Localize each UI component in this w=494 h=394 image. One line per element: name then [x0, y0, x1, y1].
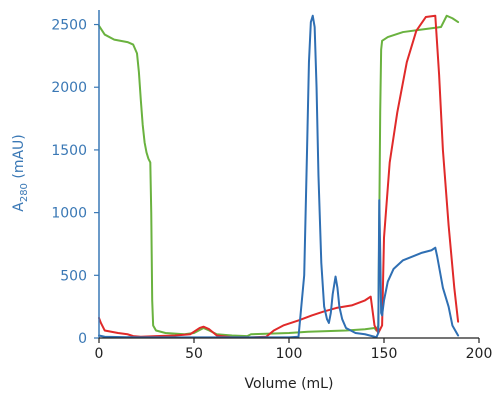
y-axis-title: A280 (mAU)	[11, 134, 30, 212]
x-tick-label-0: 0	[95, 346, 104, 362]
series-line-1	[98, 14, 460, 338]
series-line-3	[98, 14, 460, 339]
labels-layer: 0 500 1000 1500 2000 2500 0 50 100 150 200 Volume (…	[11, 18, 492, 392]
y-tick-label-2000: 2000	[51, 80, 87, 96]
x-axis-title: Volume (mL)	[245, 376, 334, 392]
x-tick-label-50: 50	[185, 346, 203, 362]
series-line-2	[98, 14, 460, 339]
y-tick-label-2500: 2500	[51, 18, 87, 34]
y-axis-title-prefix: A	[11, 202, 27, 212]
x-tick-label-200: 200	[466, 346, 493, 362]
y-tick-label-500: 500	[60, 268, 87, 284]
x-tick-label-150: 150	[371, 346, 398, 362]
y-axis-title-suffix: (mAU)	[11, 134, 27, 183]
series-layer	[98, 14, 460, 339]
y-tick-label-1500: 1500	[51, 143, 87, 159]
y-axis-title-subscript: 280	[19, 183, 30, 202]
x-tick-label-100: 100	[276, 346, 303, 362]
y-tick-label-1000: 1000	[51, 206, 87, 222]
y-tick-label-0: 0	[78, 331, 87, 347]
axes-layer	[94, 10, 480, 343]
